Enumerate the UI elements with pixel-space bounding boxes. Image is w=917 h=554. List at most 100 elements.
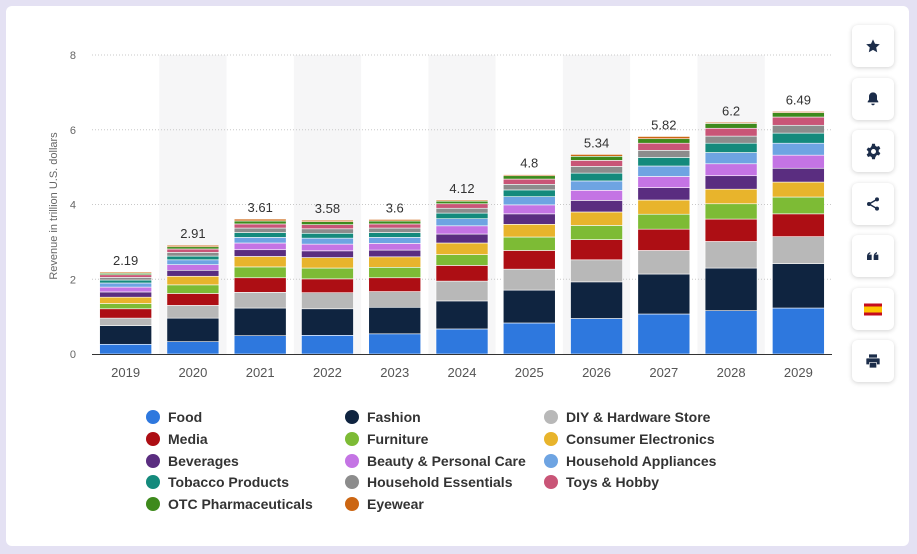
legend-color-dot bbox=[345, 497, 359, 512]
legend-label: Household Essentials bbox=[367, 474, 513, 491]
bar-segment-otc-pharmaceuticals bbox=[570, 155, 623, 161]
bar-segment-household-appliances bbox=[233, 237, 287, 244]
bar-segment-household-appliances bbox=[435, 218, 489, 227]
bar-segment-otc-pharmaceuticals bbox=[301, 221, 354, 225]
legend-label: Consumer Electronics bbox=[566, 430, 715, 447]
bar-segment-beauty-personal-care bbox=[772, 154, 825, 169]
bar-segment-food bbox=[368, 333, 422, 355]
bar-segment-fashion bbox=[704, 267, 758, 311]
bar-segment-tobacco-products bbox=[570, 172, 623, 182]
x-tick-label: 2026 bbox=[582, 365, 611, 380]
bar-segment-tobacco-products bbox=[637, 157, 691, 167]
legend-item-household-essentials[interactable]: Household Essentials bbox=[345, 474, 512, 490]
cite-button[interactable] bbox=[852, 235, 894, 277]
total-label: 4.12 bbox=[449, 181, 474, 196]
bar-segment-household-essentials bbox=[637, 150, 691, 158]
bar-segment-household-appliances bbox=[772, 142, 825, 156]
bar-segment-media bbox=[772, 213, 825, 237]
settings-button[interactable] bbox=[852, 130, 894, 172]
legend-color-dot bbox=[146, 431, 160, 446]
y-tick-label: 0 bbox=[70, 349, 76, 361]
legend-item-furniture[interactable]: Furniture bbox=[345, 431, 428, 447]
legend-item-fashion[interactable]: Fashion bbox=[345, 409, 421, 425]
legend-item-beauty-personal-care[interactable]: Beauty & Personal Care bbox=[345, 453, 526, 469]
y-tick-label: 2 bbox=[70, 274, 76, 286]
star-icon bbox=[866, 39, 880, 53]
bar-segment-otc-pharmaceuticals bbox=[166, 246, 220, 250]
legend-item-household-appliances[interactable]: Household Appliances bbox=[544, 453, 716, 469]
legend-item-toys-hobby[interactable]: Toys & Hobby bbox=[544, 474, 659, 490]
bar-segment-otc-pharmaceuticals bbox=[233, 220, 287, 225]
bar-segment-toys-hobby bbox=[704, 127, 758, 137]
bar-segment-toys-hobby bbox=[368, 223, 422, 229]
legend-item-eyewear[interactable]: Eyewear bbox=[345, 496, 424, 512]
bar-segment-food bbox=[233, 335, 287, 355]
legend-item-tobacco-products[interactable]: Tobacco Products bbox=[146, 474, 289, 490]
bar-segment-food bbox=[502, 322, 556, 355]
bar-segment-beauty-personal-care bbox=[435, 225, 489, 235]
total-label: 2.91 bbox=[180, 226, 205, 241]
bar-segment-household-appliances bbox=[301, 237, 354, 245]
bar-segment-eyewear bbox=[637, 136, 691, 140]
notification-button[interactable] bbox=[852, 78, 894, 120]
total-label: 4.8 bbox=[520, 156, 538, 171]
share-icon bbox=[867, 197, 879, 211]
x-tick-label: 2027 bbox=[649, 365, 678, 380]
print-button[interactable] bbox=[852, 340, 894, 382]
bar-segment-household-appliances bbox=[502, 196, 556, 206]
bar-segment-consumer-electronics bbox=[166, 275, 220, 286]
bar-segment-media bbox=[233, 277, 287, 293]
bar-segment-eyewear bbox=[99, 271, 152, 274]
favorite-button[interactable] bbox=[852, 25, 894, 67]
bar-segment-eyewear bbox=[772, 111, 825, 113]
legend-item-otc-pharmaceuticals[interactable]: OTC Pharmaceuticals bbox=[146, 496, 313, 512]
bar-segment-consumer-electronics bbox=[301, 257, 354, 269]
bar-segment-beverages bbox=[637, 187, 691, 201]
legend-color-dot bbox=[146, 497, 160, 512]
legend-item-beverages[interactable]: Beverages bbox=[146, 453, 239, 469]
bar-segment-beauty-personal-care bbox=[166, 264, 220, 271]
legend-label: Beverages bbox=[168, 452, 239, 469]
legend-color-dot bbox=[544, 431, 558, 446]
bar-segment-household-appliances bbox=[99, 282, 152, 288]
bar-segment-diy-hardware-store bbox=[166, 305, 220, 319]
x-tick-label: 2020 bbox=[178, 365, 207, 380]
bar-segment-media bbox=[99, 308, 152, 319]
bar-segment-fashion bbox=[368, 306, 422, 335]
bar-segment-furniture bbox=[99, 303, 152, 310]
bar-segment-food bbox=[301, 335, 354, 355]
bar-segment-eyewear bbox=[570, 154, 623, 157]
total-label: 6.2 bbox=[722, 103, 740, 118]
bar-segment-toys-hobby bbox=[570, 160, 623, 167]
bar-segment-furniture bbox=[166, 284, 220, 294]
legend-label: Toys & Hobby bbox=[566, 474, 660, 491]
total-label: 3.61 bbox=[248, 200, 273, 215]
bar-segment-otc-pharmaceuticals bbox=[772, 112, 825, 118]
total-label: 3.58 bbox=[315, 201, 340, 216]
bar-segment-toys-hobby bbox=[99, 274, 152, 278]
bar-segment-fashion bbox=[166, 317, 220, 342]
bar-segment-fashion bbox=[772, 263, 825, 309]
bar-segment-food bbox=[435, 328, 489, 355]
legend-item-food[interactable]: Food bbox=[146, 409, 202, 425]
x-tick-label: 2028 bbox=[717, 365, 746, 380]
bar-segment-diy-hardware-store bbox=[772, 236, 825, 264]
legend-item-consumer-electronics[interactable]: Consumer Electronics bbox=[544, 431, 715, 447]
share-button[interactable] bbox=[852, 183, 894, 225]
bar-segment-beverages bbox=[772, 167, 825, 183]
legend-item-diy-hardware-store[interactable]: DIY & Hardware Store bbox=[544, 409, 710, 425]
bar-segment-household-appliances bbox=[166, 259, 220, 265]
legend-item-media[interactable]: Media bbox=[146, 431, 208, 447]
bar-segment-consumer-electronics bbox=[233, 256, 287, 268]
bar-segment-diy-hardware-store bbox=[570, 259, 623, 283]
bar-segment-media bbox=[368, 277, 422, 292]
spain-flag-icon bbox=[864, 303, 882, 315]
quote-icon bbox=[867, 252, 879, 260]
x-tick-label: 2021 bbox=[246, 365, 275, 380]
language-button[interactable] bbox=[852, 288, 894, 330]
bar-segment-furniture bbox=[435, 254, 489, 266]
bar-segment-media bbox=[704, 218, 758, 242]
bar-segment-beverages bbox=[368, 249, 422, 258]
bar-segment-fashion bbox=[233, 307, 287, 336]
bar-segment-furniture bbox=[637, 213, 691, 230]
